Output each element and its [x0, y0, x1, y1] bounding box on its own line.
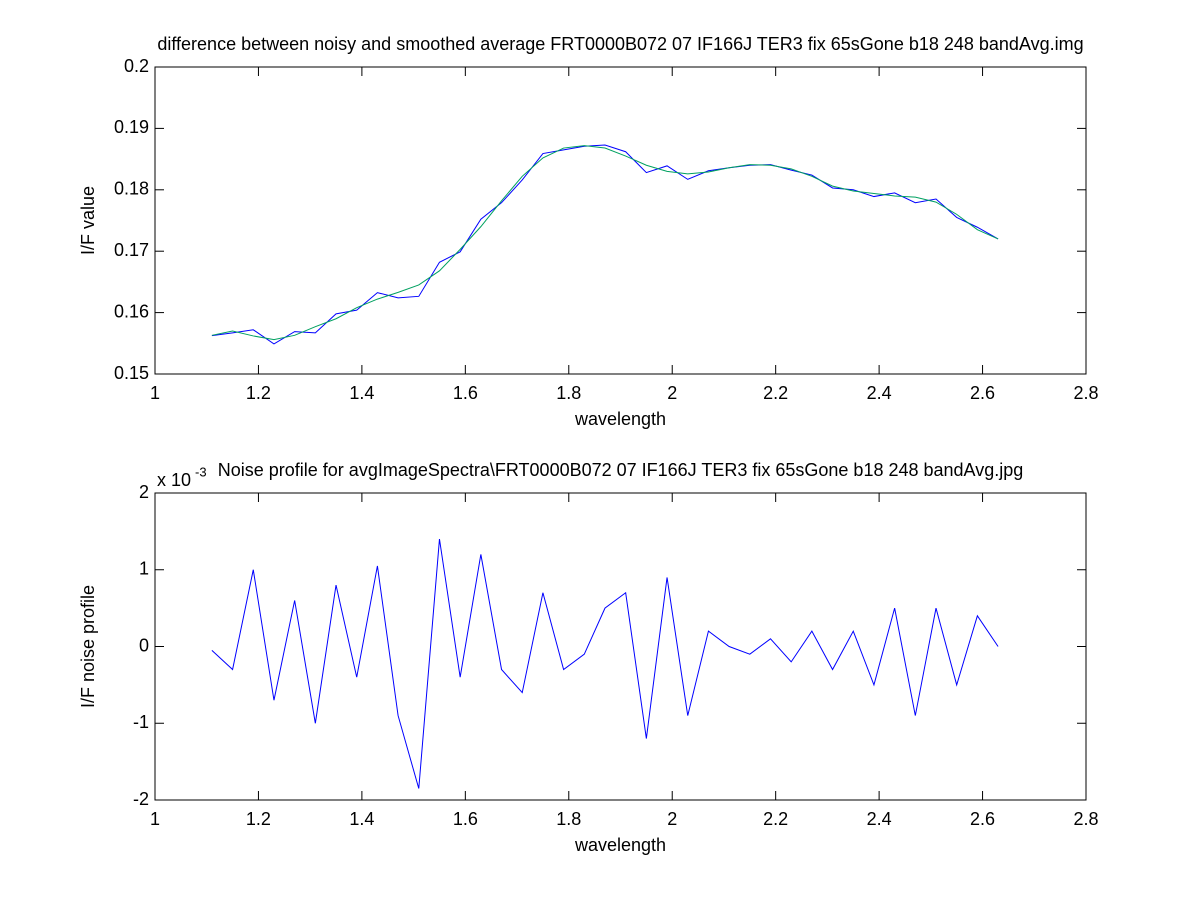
- x-tick-label: 1.8: [556, 383, 581, 403]
- y-tick-label: 0.19: [114, 117, 149, 137]
- x-tick-label: 1: [150, 809, 160, 829]
- x-tick-label: 2.2: [763, 383, 788, 403]
- x-tick-label: 1: [150, 383, 160, 403]
- chart-title: difference between noisy and smoothed av…: [157, 34, 1083, 54]
- x-tick-label: 2: [667, 809, 677, 829]
- y-tick-label: 1: [139, 559, 149, 579]
- data-line: [211, 538, 999, 789]
- x-tick-label: 1.4: [349, 809, 374, 829]
- y-tick-label: 0.2: [124, 56, 149, 76]
- y-multiplier: x 10: [157, 470, 191, 490]
- y-axis-label: I/F value: [78, 186, 98, 255]
- plot-area: [154, 492, 1087, 801]
- y-tick-label: 0.18: [114, 179, 149, 199]
- x-tick-label: 2.8: [1073, 383, 1098, 403]
- x-tick-label: 1.6: [453, 383, 478, 403]
- x-tick-label: 2.2: [763, 809, 788, 829]
- x-tick-label: 1.2: [246, 383, 271, 403]
- x-tick-label: 2: [667, 383, 677, 403]
- x-axis-label: wavelength: [574, 835, 666, 855]
- y-multiplier-exponent: -3: [195, 464, 207, 479]
- y-axis-label: I/F noise profile: [78, 585, 98, 708]
- x-tick-label: 2.4: [867, 809, 892, 829]
- y-tick-label: 0: [139, 635, 149, 655]
- axes: 1 1.2 1.4 1.6 1.8 2 2.2 2.4 2.6 2.8 -2 -1 0 1 2 Noise p…: [78, 460, 1099, 855]
- x-tick-label: 1.6: [453, 809, 478, 829]
- x-tick-label: 2.6: [970, 809, 995, 829]
- y-tick-label: -2: [133, 789, 149, 809]
- y-tick-label: 0.16: [114, 301, 149, 321]
- x-axis-label: wavelength: [574, 409, 666, 429]
- data-line: [211, 144, 999, 345]
- chart-title: Noise profile for avgImageSpectra\FRT000…: [218, 460, 1024, 480]
- y-tick-label: 0.17: [114, 240, 149, 260]
- plot-area: [154, 66, 1087, 375]
- x-tick-label: 1.2: [246, 809, 271, 829]
- y-tick-label: 0.15: [114, 363, 149, 383]
- x-tick-label: 2.8: [1073, 809, 1098, 829]
- data-line: [211, 145, 999, 341]
- x-tick-label: 1.4: [349, 383, 374, 403]
- axes: 1 1.2 1.4 1.6 1.8 2 2.2 2.4 2.6 2.8 0.15 0.16 0.17 0.…: [78, 34, 1099, 429]
- x-tick-label: 2.6: [970, 383, 995, 403]
- x-tick-label: 2.4: [867, 383, 892, 403]
- x-tick-label: 1.8: [556, 809, 581, 829]
- y-tick-label: -1: [133, 712, 149, 732]
- y-tick-label: 2: [139, 482, 149, 502]
